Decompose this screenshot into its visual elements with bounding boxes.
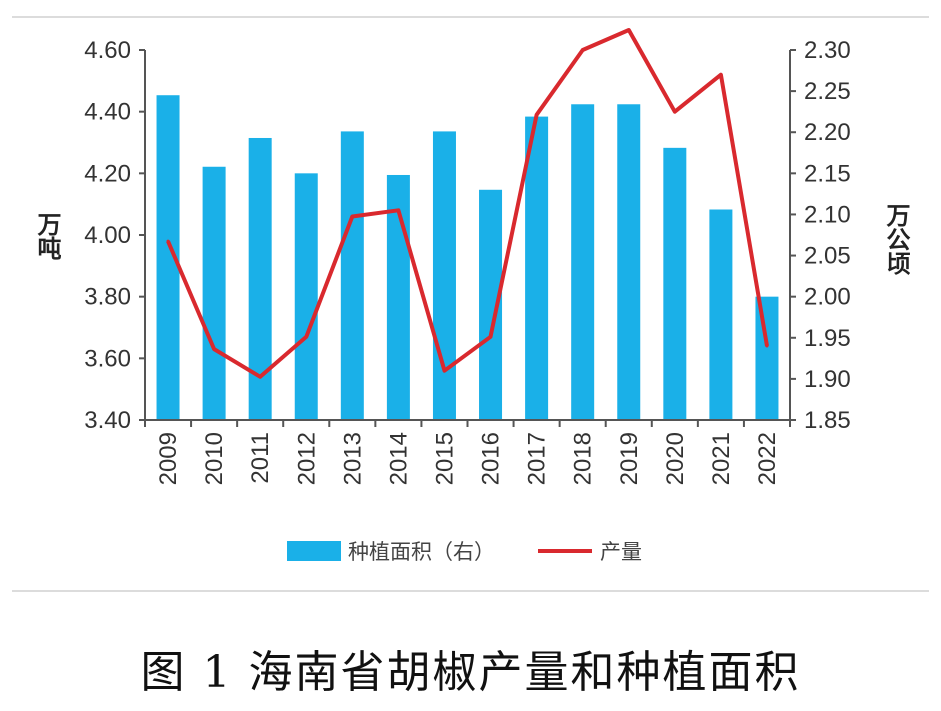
line-point-2022 [765, 344, 769, 348]
bar-2018 [571, 104, 595, 421]
bar-2009 [156, 95, 180, 420]
right-tick-label: 2.00 [804, 284, 851, 311]
left-tick-label: 4.20 [84, 160, 131, 187]
line-point-2012 [304, 335, 308, 339]
figure-caption: 图 1 海南省胡椒产量和种植面积 [140, 647, 801, 698]
left-tick-label: 3.60 [84, 345, 131, 372]
x-tick-label: 2017 [524, 432, 551, 485]
left-axis-title: 万吨 [33, 212, 61, 261]
bar-2017 [525, 116, 549, 420]
line-point-2011 [258, 375, 262, 379]
line-series [166, 28, 769, 379]
line-point-2019 [627, 28, 631, 32]
x-tick-label: 2010 [201, 432, 228, 485]
bar-2022 [755, 296, 779, 420]
right-tick-label: 1.85 [804, 407, 851, 434]
bar-2020 [663, 147, 687, 420]
right-tick-label: 2.25 [804, 78, 851, 105]
legend-label-bar: 种植面积（右） [348, 540, 495, 564]
bar-2010 [202, 166, 226, 420]
right-tick-label: 2.20 [804, 119, 851, 146]
line-point-2015 [442, 369, 446, 373]
left-tick-label: 4.00 [84, 222, 131, 249]
bottom-rule [12, 590, 929, 592]
x-tick-label: 2019 [616, 432, 643, 485]
x-tick-label: 2015 [431, 432, 458, 485]
bar-2015 [432, 131, 456, 420]
right-tick-label: 2.30 [804, 37, 851, 64]
bar-2011 [248, 137, 272, 420]
line-point-2020 [673, 110, 677, 114]
line-point-2018 [581, 48, 585, 52]
right-axis-title: 万公顷 [882, 203, 910, 276]
left-tick-label: 3.80 [84, 284, 131, 311]
x-tick-label: 2011 [247, 432, 274, 484]
x-tick-label: 2021 [708, 432, 735, 485]
line-point-2017 [535, 113, 539, 117]
production-line [166, 28, 769, 379]
line-point-2021 [719, 73, 723, 77]
bar-2013 [340, 131, 364, 420]
bar-2019 [617, 104, 641, 421]
legend: 种植面积（右） 产量 [287, 540, 642, 564]
right-tick-label: 1.90 [804, 366, 851, 393]
chart: 4.60 4.40 4.20 4.00 3.80 3.60 3.40 2.30 2.25 2.2… [33, 28, 910, 564]
bar-2012 [294, 173, 318, 420]
x-tick-label: 2009 [155, 432, 182, 485]
left-tick-label: 4.60 [84, 37, 131, 64]
x-tick-label: 2016 [478, 432, 505, 485]
right-tick-label: 1.95 [804, 325, 851, 352]
x-tick-label: 2020 [662, 432, 689, 485]
bar-2016 [479, 189, 503, 420]
x-tick-label: 2013 [339, 432, 366, 485]
line-point-2016 [489, 335, 493, 339]
left-tick-label: 3.40 [84, 407, 131, 434]
left-tick-label: 4.40 [84, 99, 131, 126]
x-axis-ticks: 2009 2010 2011 2012 2013 2014 2015 2016 2017 2018… [144, 420, 791, 485]
x-tick-label: 2014 [385, 432, 412, 485]
top-rule [12, 16, 929, 18]
right-tick-label: 2.15 [804, 160, 851, 187]
legend-swatch-bar [287, 541, 341, 561]
right-tick-label: 2.05 [804, 243, 851, 270]
line-point-2010 [212, 347, 216, 351]
line-point-2013 [350, 215, 354, 218]
right-tick-label: 2.10 [804, 201, 851, 228]
x-tick-label: 2018 [570, 432, 597, 485]
line-point-2009 [166, 239, 170, 243]
bar-2021 [709, 209, 733, 420]
right-axis-ticks: 2.30 2.25 2.20 2.15 2.10 2.05 2.00 1.95 1.90 1.85 [790, 37, 851, 434]
x-tick-label: 2012 [293, 432, 320, 485]
line-point-2014 [396, 208, 400, 212]
legend-label-line: 产量 [600, 540, 642, 564]
x-tick-label: 2022 [754, 432, 781, 485]
left-axis-ticks: 4.60 4.40 4.20 4.00 3.80 3.60 3.40 [84, 37, 145, 434]
